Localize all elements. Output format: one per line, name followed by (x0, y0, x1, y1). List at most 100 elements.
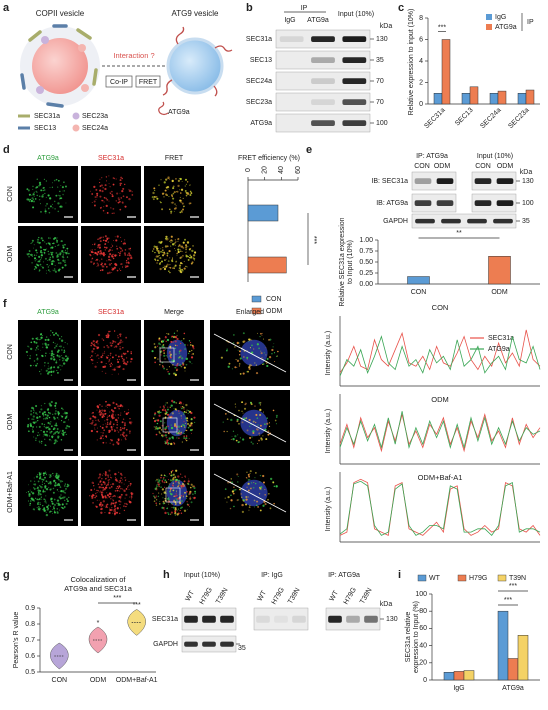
puncta (101, 405, 103, 408)
label: SEC31a (98, 155, 124, 162)
puncta (120, 270, 122, 272)
puncta (181, 250, 183, 253)
puncta (171, 399, 174, 403)
puncta (105, 246, 108, 249)
puncta (122, 347, 124, 349)
label: ATG9a (168, 109, 190, 116)
puncta (119, 192, 121, 194)
puncta (65, 427, 68, 430)
puncta (160, 240, 163, 243)
puncta (39, 241, 41, 244)
puncta (63, 492, 66, 494)
puncta (121, 488, 124, 490)
puncta (64, 431, 67, 433)
puncta (97, 343, 99, 345)
puncta (116, 421, 118, 423)
bar (443, 672, 455, 681)
puncta (57, 483, 60, 486)
puncta (43, 418, 45, 420)
puncta (182, 406, 185, 409)
puncta (105, 197, 108, 200)
puncta (46, 417, 48, 419)
puncta (60, 185, 62, 186)
puncta (47, 362, 49, 364)
puncta (267, 430, 270, 433)
puncta (155, 485, 158, 487)
puncta (123, 252, 126, 255)
puncta (173, 495, 175, 498)
puncta (40, 336, 43, 339)
label: IgG (284, 17, 295, 24)
puncta (162, 481, 164, 483)
puncta (265, 347, 267, 349)
puncta (184, 426, 186, 428)
puncta (48, 242, 51, 245)
puncta (173, 401, 176, 404)
puncta (184, 343, 187, 346)
puncta (105, 412, 107, 415)
puncta (38, 236, 40, 239)
puncta (28, 199, 30, 201)
puncta (125, 261, 128, 264)
puncta (256, 504, 258, 507)
micrograph (18, 460, 78, 526)
puncta (33, 191, 35, 193)
bar (488, 256, 511, 285)
puncta (32, 492, 35, 495)
puncta (254, 477, 256, 479)
puncta (49, 205, 52, 208)
puncta (57, 372, 59, 374)
puncta (180, 510, 181, 512)
puncta (38, 185, 40, 187)
puncta (107, 474, 109, 477)
puncta (166, 255, 169, 257)
puncta (184, 238, 186, 241)
puncta (188, 256, 191, 259)
puncta (170, 511, 173, 514)
puncta (187, 245, 189, 247)
band (342, 99, 367, 106)
puncta (121, 201, 124, 204)
puncta (53, 200, 56, 203)
puncta (50, 400, 53, 404)
puncta (56, 241, 58, 243)
puncta (157, 483, 160, 486)
puncta (192, 347, 195, 350)
puncta (239, 437, 242, 439)
x-tick-label: CON (52, 677, 68, 684)
puncta (110, 420, 112, 423)
puncta (38, 485, 41, 487)
puncta (175, 178, 177, 180)
puncta (180, 342, 182, 345)
puncta (160, 493, 163, 495)
puncta (125, 505, 127, 508)
significance: * (97, 620, 100, 627)
puncta (52, 413, 54, 415)
puncta (130, 255, 133, 257)
puncta (27, 189, 30, 192)
puncta (36, 363, 38, 365)
puncta (32, 508, 35, 511)
puncta (110, 484, 112, 486)
puncta (108, 469, 111, 472)
puncta (256, 417, 259, 419)
puncta (154, 497, 156, 499)
puncta (54, 342, 56, 344)
puncta (56, 508, 59, 510)
puncta (120, 176, 123, 179)
puncta (94, 423, 97, 426)
puncta (96, 194, 98, 197)
puncta (104, 235, 107, 238)
puncta (113, 505, 117, 508)
puncta (167, 507, 169, 509)
puncta (100, 431, 102, 433)
puncta (175, 503, 177, 505)
puncta (125, 488, 128, 491)
puncta (125, 357, 128, 359)
puncta (185, 357, 189, 361)
puncta (106, 503, 109, 506)
puncta (180, 250, 182, 252)
puncta (41, 239, 44, 242)
bar (453, 671, 465, 681)
bar (247, 256, 287, 274)
